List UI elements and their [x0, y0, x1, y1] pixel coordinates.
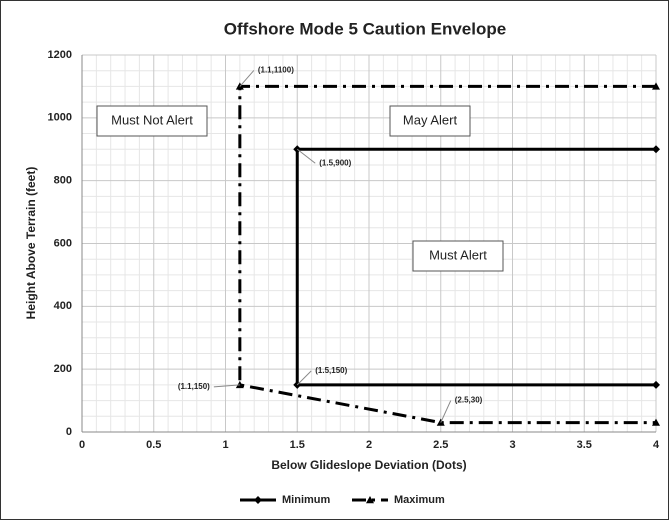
annotation-leader — [239, 70, 255, 87]
annotation: (1.1,150) — [178, 382, 210, 391]
legend-label: Minimum — [282, 494, 330, 506]
annotation: (2.5,30) — [455, 396, 483, 405]
y-tick-label: 600 — [54, 237, 72, 249]
x-tick-label: 3 — [509, 439, 515, 451]
annotation-leader — [213, 384, 240, 388]
point-marker — [235, 380, 244, 389]
x-tick-label: 2 — [366, 439, 372, 451]
x-tick-label: 1.5 — [290, 439, 305, 451]
x-tick-label: 4 — [653, 439, 660, 451]
point-marker — [652, 418, 660, 426]
annotation-leader — [296, 370, 312, 386]
region-box — [412, 240, 504, 272]
annotation-leader — [440, 400, 452, 423]
chart-title: Offshore Mode 5 Caution Envelope — [224, 19, 506, 38]
legend-marker — [366, 496, 374, 504]
point-marker — [652, 82, 660, 90]
region-label: Must Alert — [429, 247, 487, 262]
y-tick-label: 1000 — [48, 112, 72, 124]
annotation: (1.5,150) — [315, 366, 347, 375]
legend-marker — [254, 496, 262, 504]
series-line — [295, 147, 656, 387]
x-tick-label: 0 — [79, 439, 85, 451]
annotation: (1.5,900) — [319, 158, 351, 167]
point-marker — [652, 145, 660, 154]
x-tick-label: 1 — [222, 439, 228, 451]
y-tick-label: 800 — [54, 175, 72, 187]
region-box — [96, 105, 208, 137]
series-line — [238, 84, 656, 425]
x-axis-label: Below Glideslope Deviation (Dots) — [271, 458, 466, 472]
x-tick-label: 2.5 — [433, 439, 448, 451]
point-marker — [652, 380, 660, 389]
y-tick-label: 200 — [54, 363, 72, 375]
annotation: (1.1,1100) — [258, 66, 294, 75]
annotation-leader — [296, 148, 316, 164]
y-tick-label: 400 — [54, 300, 72, 312]
region-box — [389, 105, 471, 137]
x-tick-label: 3.5 — [577, 439, 592, 451]
y-tick-label: 0 — [66, 426, 72, 438]
y-tick-label: 1200 — [48, 49, 72, 61]
region-label: May Alert — [403, 112, 458, 127]
y-axis-label: Height Above Terrain (feet) — [24, 167, 38, 320]
x-tick-label: 0.5 — [146, 439, 161, 451]
legend-label: Maximum — [394, 494, 445, 506]
region-label: Must Not Alert — [111, 112, 193, 127]
